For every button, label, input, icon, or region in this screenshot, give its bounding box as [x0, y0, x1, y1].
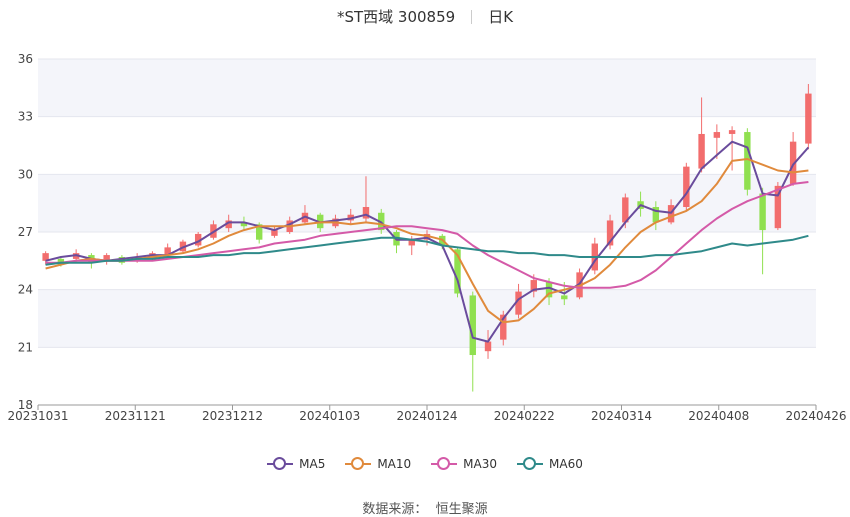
- candle-body: [774, 185, 782, 229]
- series-line-ma10: [45, 158, 809, 324]
- candle-body: [103, 255, 110, 261]
- candle-body: [728, 130, 736, 134]
- candle-body: [622, 197, 629, 223]
- candle: [469, 291, 476, 392]
- candle-body: [42, 253, 49, 261]
- candle-body: [698, 133, 705, 169]
- data-source-label: 数据来源：: [362, 502, 428, 517]
- candle-body: [530, 280, 537, 292]
- x-tick-label: 20240124: [396, 409, 457, 423]
- y-axis: 18 21 24 27 30 33 36: [18, 52, 33, 412]
- candle-body: [408, 239, 415, 246]
- y-tick-label: 36: [18, 52, 33, 66]
- candle-body: [225, 220, 232, 229]
- y-tick-label: 30: [18, 167, 33, 181]
- candle-body: [744, 132, 751, 190]
- x-axis: 20231031 20231121 20231212 20240103 20240124…: [7, 405, 847, 423]
- candle: [652, 201, 660, 231]
- candle: [805, 83, 812, 150]
- x-tick-label: 20240408: [688, 409, 749, 423]
- candle: [484, 330, 492, 359]
- chart-title: *ST西域 300859: [336, 8, 456, 26]
- candle-body: [271, 230, 278, 236]
- candle: [515, 283, 522, 319]
- x-tick-label: 20240314: [591, 409, 652, 423]
- candle-body: [789, 141, 797, 184]
- candle: [271, 226, 278, 238]
- legend-item-ma10[interactable]: MA10: [345, 457, 411, 471]
- candle-body: [606, 220, 614, 246]
- ma-lines: [45, 140, 810, 343]
- candle: [698, 97, 705, 173]
- legend-swatch: [345, 457, 372, 470]
- candle-body: [683, 166, 690, 208]
- candle: [606, 214, 614, 250]
- title-separator: [471, 10, 473, 24]
- legend-swatch: [517, 457, 544, 470]
- grid-band: [38, 289, 816, 348]
- candle: [789, 132, 797, 186]
- legend-label: MA60: [549, 457, 583, 471]
- series-line-ma30: [45, 181, 809, 289]
- candle-body: [454, 249, 461, 294]
- candle-body: [713, 132, 721, 138]
- candle-body: [515, 291, 522, 315]
- candle-body: [469, 295, 476, 356]
- grid-band: [38, 347, 816, 405]
- candle: [500, 310, 507, 346]
- x-tick-label: 20231121: [105, 409, 166, 423]
- candle-body: [561, 295, 568, 300]
- candle: [194, 232, 202, 248]
- candle-body: [255, 224, 263, 240]
- legend-item-ma5[interactable]: MA5: [267, 457, 325, 471]
- chart-period: 日K: [488, 8, 514, 26]
- candle: [744, 128, 751, 196]
- candle-body: [652, 207, 660, 223]
- chart-legend: MA5 MA10 MA30 MA60: [0, 457, 850, 471]
- series-line-ma5: [45, 140, 810, 343]
- series-line-ma60: [45, 234, 809, 266]
- legend-swatch: [267, 457, 294, 470]
- candle-body: [164, 247, 171, 256]
- y-tick-label: 33: [18, 110, 33, 124]
- y-tick-label: 21: [18, 340, 33, 354]
- y-tick-label: 27: [18, 225, 33, 239]
- candles: [42, 83, 812, 392]
- candle-body: [362, 207, 370, 219]
- chart-grid: [38, 58, 816, 406]
- candle: [683, 162, 690, 211]
- grid-band: [38, 59, 816, 117]
- legend-label: MA5: [299, 457, 326, 471]
- candle-body: [240, 222, 248, 227]
- y-tick-label: 18: [18, 398, 33, 412]
- candle-body: [545, 281, 553, 298]
- legend-swatch: [431, 457, 458, 470]
- x-tick-label: 20231031: [7, 409, 68, 423]
- legend-label: MA30: [463, 457, 498, 471]
- data-source-value: 恒生聚源: [435, 502, 488, 517]
- candle-body: [500, 314, 507, 340]
- candle-body: [484, 341, 492, 352]
- legend-label: MA10: [377, 457, 412, 471]
- candle-body: [759, 193, 766, 231]
- candle: [103, 253, 110, 265]
- y-tick-label: 24: [18, 283, 33, 297]
- legend-item-ma30[interactable]: MA30: [431, 457, 497, 471]
- legend-item-ma60[interactable]: MA60: [517, 457, 583, 471]
- x-tick-label: 20240222: [494, 409, 555, 423]
- candle: [759, 187, 766, 275]
- x-tick-label: 20240103: [299, 409, 360, 423]
- candle-body: [805, 93, 812, 144]
- chart-title-row: *ST西域 300859 日K: [0, 6, 850, 27]
- data-source: 数据来源： 恒生聚源: [0, 498, 850, 517]
- x-tick-label: 20240426: [785, 409, 846, 423]
- candle: [713, 124, 721, 159]
- x-tick-label: 20231212: [202, 409, 263, 423]
- candle-body: [194, 233, 202, 246]
- candle: [728, 126, 736, 171]
